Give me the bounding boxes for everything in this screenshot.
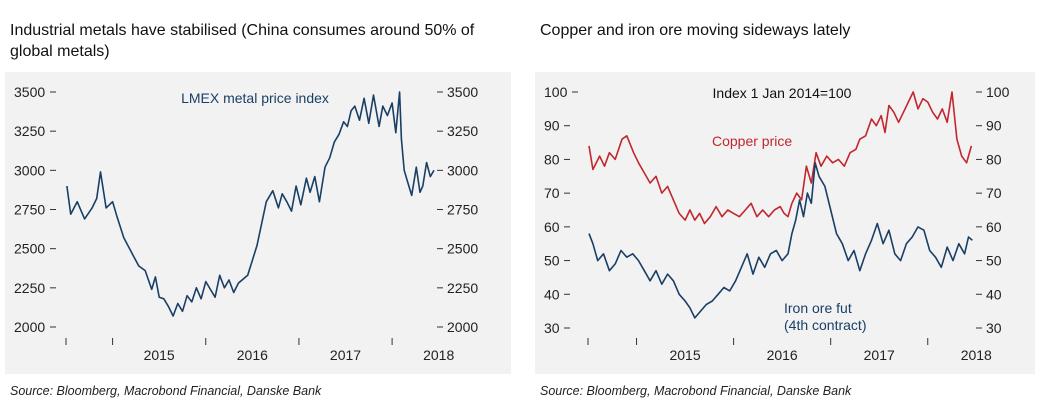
y-tick-label-left: 2000 xyxy=(14,319,45,335)
series-line xyxy=(588,162,973,319)
y-tick-label-left: 30 xyxy=(544,320,560,336)
series-label-copper: Copper price xyxy=(712,133,792,149)
y-tick-label-right: 40 xyxy=(986,286,1002,302)
y-tick-label-right: 3500 xyxy=(447,84,478,100)
y-tick-label-left: 2750 xyxy=(14,202,45,218)
series-label-lmex: LMEX metal price index xyxy=(181,90,329,106)
x-tick-label: 2018 xyxy=(423,347,454,363)
series-label-iron-ore-sub: (4th contract) xyxy=(784,317,866,333)
y-tick-label-right: 2750 xyxy=(447,202,478,218)
series-label-iron-ore: Iron ore fut xyxy=(784,300,852,316)
y-tick-label-left: 70 xyxy=(544,185,560,201)
chart-subtitle: Index 1 Jan 2014=100 xyxy=(713,85,852,101)
x-tick-label: 2017 xyxy=(864,347,895,363)
y-tick-label-left: 3000 xyxy=(14,162,45,178)
y-tick-label-right: 60 xyxy=(986,219,1002,235)
lmex-chart-svg: 3500 3500 3250 3250 3000 3000 2750 2750 2500 2500… xyxy=(5,72,511,374)
series-line xyxy=(588,91,973,225)
y-tick-label-left: 2250 xyxy=(14,280,45,296)
x-tick-label: 2016 xyxy=(237,347,268,363)
y-tick-label-left: 90 xyxy=(544,118,560,134)
y-tick-label-right: 90 xyxy=(986,118,1002,134)
y-tick-label-left: 50 xyxy=(544,253,560,269)
y-tick-label-left: 3250 xyxy=(14,123,45,139)
x-tick-label: 2017 xyxy=(330,347,361,363)
y-tick-label-right: 2250 xyxy=(447,280,478,296)
plot-background xyxy=(5,72,511,374)
y-tick-label-right: 2500 xyxy=(447,241,478,257)
x-tick-label: 2015 xyxy=(144,347,175,363)
y-tick-label-right: 70 xyxy=(986,185,1002,201)
y-tick-label-left: 3500 xyxy=(14,84,45,100)
copper-iron-chart-svg: 100 100 90 90 80 80 70 70 60 60 50 50 40 40 30 30 2015 20… xyxy=(535,72,1035,374)
series-line xyxy=(66,91,435,317)
y-tick-label-left: 100 xyxy=(544,84,568,100)
y-tick-label-left: 40 xyxy=(544,286,560,302)
y-tick-label-right: 100 xyxy=(986,84,1010,100)
chart-source: Source: Bloomberg, Macrobond Financial, … xyxy=(10,384,322,398)
y-tick-label-left: 80 xyxy=(544,151,560,167)
y-tick-label-left: 2500 xyxy=(14,241,45,257)
y-tick-label-right: 80 xyxy=(986,151,1002,167)
y-tick-label-right: 30 xyxy=(986,320,1002,336)
chart-panel-left: Industrial metals have stabilised (China… xyxy=(0,0,516,418)
chart-title: Industrial metals have stabilised (China… xyxy=(10,22,475,60)
y-tick-label-right: 3000 xyxy=(447,162,478,178)
x-tick-label: 2016 xyxy=(767,347,798,363)
y-tick-label-right: 2000 xyxy=(447,319,478,335)
x-tick-label: 2015 xyxy=(669,347,700,363)
chart-panel-right: Copper and iron ore moving sideways late… xyxy=(530,0,1040,418)
y-tick-label-left: 60 xyxy=(544,219,560,235)
y-tick-label-right: 3250 xyxy=(447,123,478,139)
chart-title: Copper and iron ore moving sideways late… xyxy=(540,22,851,39)
chart-source: Source: Bloomberg, Macrobond Financial, … xyxy=(540,384,852,398)
plot-background xyxy=(535,72,1035,374)
y-tick-label-right: 50 xyxy=(986,253,1002,269)
x-tick-label: 2018 xyxy=(961,347,992,363)
